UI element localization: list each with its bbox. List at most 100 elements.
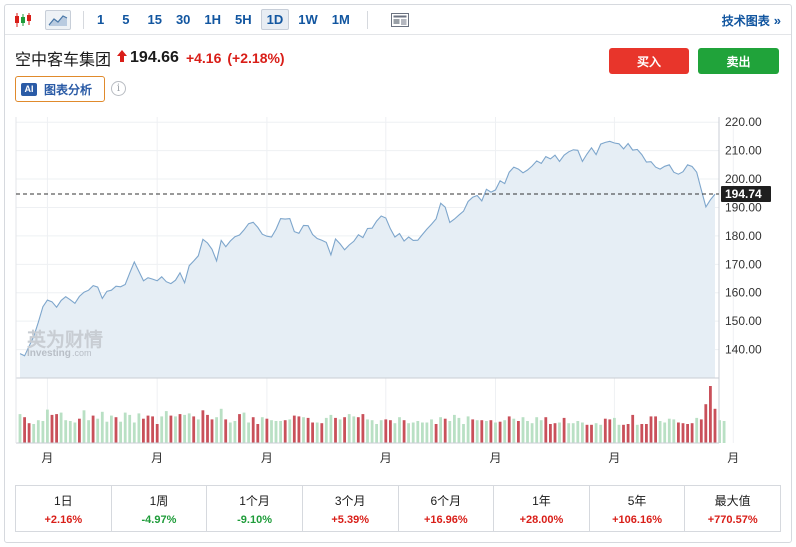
timeframe-1w[interactable]: 1W	[298, 12, 318, 27]
volume-bar	[681, 423, 685, 443]
volume-bar	[297, 416, 301, 443]
volume-bar	[722, 421, 726, 443]
timeframe-5h[interactable]: 5H	[235, 12, 252, 27]
volume-bar	[443, 418, 447, 443]
volume-bar	[430, 419, 433, 443]
buy-button[interactable]: 买入	[609, 48, 689, 74]
volume-bar	[274, 421, 278, 443]
x-tick-label: 月	[727, 451, 739, 465]
volume-bar	[128, 414, 132, 443]
volume-bar	[667, 418, 671, 443]
volume-bar	[448, 421, 452, 443]
volume-bar	[302, 417, 305, 443]
volume-bar	[585, 424, 589, 443]
performance-cell: 1日 +2.16%	[16, 486, 112, 531]
volume-bar	[466, 416, 470, 443]
price-change-percent: (+2.18%)	[227, 50, 285, 66]
volume-bar	[695, 417, 699, 443]
volume-bar	[50, 414, 54, 443]
info-icon[interactable]: i	[111, 81, 126, 96]
watermark-site-suffix: .com	[72, 348, 92, 358]
volume-bar	[59, 412, 63, 443]
timeframe-5[interactable]: 5	[122, 12, 130, 27]
volume-bar	[704, 404, 708, 443]
volume-bar	[41, 421, 45, 443]
volume-bar	[114, 417, 118, 443]
volume-bar	[521, 417, 525, 443]
volume-bar	[146, 415, 150, 443]
volume-bar	[361, 414, 365, 443]
volume-bar	[475, 420, 479, 443]
performance-period-label: 1个月	[239, 493, 270, 508]
volume-bar	[535, 417, 539, 443]
timeframe-30[interactable]: 30	[175, 12, 191, 27]
volume-bar	[686, 424, 689, 443]
volume-bar	[489, 420, 493, 443]
volume-bar	[590, 424, 593, 443]
volume-bar	[631, 414, 635, 443]
last-price-label: 194.74	[725, 187, 762, 201]
volume-bar	[594, 423, 598, 443]
volume-bar	[649, 416, 653, 443]
volume-bar	[224, 419, 228, 443]
volume-bar	[411, 422, 415, 443]
news-icon[interactable]	[386, 9, 414, 31]
volume-bar	[78, 418, 81, 443]
volume-bar	[320, 423, 324, 443]
volume-bar	[27, 423, 31, 443]
volume-bar	[352, 416, 356, 443]
area-chart-icon[interactable]	[45, 9, 71, 30]
volume-bar	[494, 422, 497, 443]
volume-bar	[558, 422, 561, 443]
volume-bar	[105, 421, 109, 443]
volume-bar	[599, 424, 603, 443]
timeframe-1[interactable]: 1	[97, 12, 105, 27]
volume-bar	[242, 412, 246, 443]
volume-bar	[626, 424, 630, 443]
volume-bar	[356, 417, 360, 443]
volume-bar	[635, 424, 639, 443]
volume-bar	[196, 419, 200, 443]
performance-period-label: 最大值	[714, 493, 751, 508]
volume-bar	[55, 414, 58, 443]
ai-chart-analysis-button[interactable]: AI 图表分析	[15, 76, 105, 102]
double-chevron-right-icon: »	[773, 13, 781, 28]
volume-bar	[251, 417, 255, 443]
performance-period-value: +770.57%	[707, 513, 758, 526]
volume-bar	[82, 410, 86, 443]
volume-bar	[192, 416, 196, 443]
volume-bar	[343, 417, 346, 443]
tech-chart-link[interactable]: 技术图表 »	[722, 12, 781, 29]
volume-bar	[306, 417, 310, 443]
volume-bar	[132, 422, 136, 443]
volume-bar	[270, 420, 273, 443]
performance-cell: 最大值 +770.57%	[685, 486, 780, 531]
volume-bar	[288, 419, 292, 443]
volume-bar	[137, 413, 141, 443]
volume-bar	[100, 411, 104, 443]
volume-bar	[421, 422, 424, 443]
volume-bar	[215, 417, 218, 443]
ai-chart-analysis-label: 图表分析	[44, 82, 93, 97]
chart-toolbar: 1 5 15 30 1H 5H 1D 1W 1M 技术图表 »	[5, 5, 791, 35]
performance-cell: 1个月 -9.10%	[207, 486, 303, 531]
performance-period-value: +5.39%	[331, 513, 369, 526]
volume-bar	[160, 416, 164, 443]
volume-bar	[713, 408, 717, 443]
volume-bar	[169, 415, 173, 443]
candlestick-icon[interactable]	[9, 9, 37, 31]
timeframe-15[interactable]: 15	[147, 12, 162, 27]
volume-bar	[471, 419, 475, 443]
x-tick-label: 月	[261, 451, 273, 465]
volume-bar	[324, 417, 328, 443]
timeframe-1h[interactable]: 1H	[204, 12, 222, 27]
timeframe-1d[interactable]: 1D	[260, 9, 290, 30]
performance-period-value: +2.16%	[44, 513, 83, 526]
timeframe-1m[interactable]: 1M	[331, 12, 350, 27]
volume-bar	[256, 424, 260, 443]
volume-bar	[91, 415, 95, 443]
y-tick-label: 180.00	[725, 229, 762, 243]
sell-button[interactable]: 卖出	[698, 48, 779, 74]
volume-bar	[334, 417, 337, 443]
volume-bar	[530, 423, 534, 443]
